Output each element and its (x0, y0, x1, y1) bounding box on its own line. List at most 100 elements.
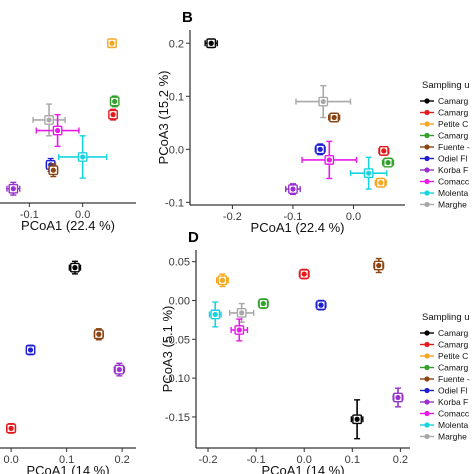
point-comacchio (230, 318, 249, 342)
x-tick-label: 0.0 (3, 454, 18, 466)
point-camargue_b (5, 422, 17, 434)
legend-item-camargue_b: Camarg (420, 340, 469, 350)
point-camargue_c (381, 157, 395, 168)
legend-item-label: Camarg (438, 340, 469, 350)
legend-item-petite: Petite C (420, 119, 468, 129)
point-korba (113, 362, 126, 377)
x-tick-label: 0.1 (345, 454, 360, 466)
legend-item-camargue_a: Camarg (420, 328, 469, 338)
legend-item-label: Camarg (438, 328, 469, 338)
point-molentargius (57, 135, 108, 179)
point-fuente (373, 257, 385, 274)
legend-item-label: Petite C (438, 119, 468, 129)
x-axis-label: PCoA1 (14 %) (26, 463, 109, 474)
point-petite (215, 273, 229, 288)
panel-c: 0.0 0.1 0.2 PCoA1 (14 %) (0, 260, 136, 474)
legend-item-camargue_a: Camarg (420, 96, 469, 106)
x-tick-label: 0.2 (393, 454, 408, 466)
legend-item-korba: Korba F (420, 397, 468, 407)
legend-item-label: Fuente - (438, 142, 470, 152)
point-camargue_a (68, 260, 82, 275)
point-petite (107, 38, 117, 49)
point-camargue_c (109, 95, 120, 108)
x-tick-label: 0.0 (346, 211, 361, 223)
legend-item-label: Camarg (438, 131, 469, 141)
point-molentargius (349, 156, 388, 190)
legend-item-odiel: Odiel Fl (420, 154, 467, 164)
legend-item-margherita: Marghe (420, 200, 467, 210)
point-camargue_b (108, 108, 118, 121)
panel-b: -0.2 -0.1 0.0 -0.1 0.0 0.1 0.2 PCoA1 (22.4 %) PC… (156, 9, 405, 235)
x-axis-label: PCoA1 (22.4 %) (21, 218, 115, 233)
y-tick-label: 0.0 (169, 144, 184, 156)
legend-item-petite: Petite C (420, 351, 468, 361)
panel-d: -0.2 -0.1 0.0 0.1 0.2 -0.15 -0.10 -0.05 0.00 0.05… (160, 229, 410, 474)
y-axis-label: PCoA3 (5.1 %) (160, 306, 175, 393)
point-camargue_a (350, 399, 364, 440)
x-tick-label: -0.1 (283, 211, 302, 223)
x-tick-label: -0.1 (247, 454, 266, 466)
legend-item-margherita: Marghe (420, 432, 467, 442)
y-tick-label: 0.1 (169, 91, 184, 103)
point-odiel (314, 143, 326, 156)
point-petite (374, 177, 387, 188)
point-fuente (93, 328, 104, 341)
y-tick-label: -0.05 (165, 334, 190, 346)
legend-item-label: Comacc (438, 409, 470, 419)
x-tick-label: 0.0 (297, 454, 312, 466)
point-fuente (48, 163, 59, 178)
y-tick-label: 0.00 (169, 295, 190, 307)
point-camargue_b (378, 145, 390, 156)
legend-item-comacchio: Comacc (420, 177, 470, 187)
x-tick-label: 0.1 (59, 454, 74, 466)
legend-item-label: Camarg (438, 96, 469, 106)
point-comacchio (35, 113, 80, 148)
x-tick-label: 0.0 (75, 209, 90, 221)
point-comacchio (301, 140, 358, 180)
legend-item-label: Korba F (438, 397, 468, 407)
legend-item-odiel: Odiel Fl (420, 386, 467, 396)
x-axis-label: PCoA1 (14 %) (261, 463, 344, 474)
legend-item-label: Camarg (438, 363, 469, 373)
legend-item-label: Marghe (438, 432, 467, 442)
point-molentargius (208, 301, 222, 328)
legend-item-molentargius: Molenta (420, 420, 469, 430)
legend-item-label: Camarg (438, 108, 469, 118)
x-tick-label: -0.2 (223, 211, 242, 223)
panel-label: D (188, 229, 199, 246)
y-tick-label: 0.2 (169, 38, 184, 50)
point-margherita (295, 84, 352, 119)
legend-item-fuente: Fuente - (420, 374, 470, 384)
point-camargue_b (298, 268, 310, 280)
point-korba (6, 181, 21, 196)
x-tick-label: -0.2 (199, 454, 218, 466)
y-axis-label: PCoA3 (15.2 %) (156, 71, 171, 165)
point-odiel (25, 344, 36, 356)
legend-title: Sampling u (422, 80, 470, 91)
point-camargue_c (257, 298, 269, 309)
panel-label: B (182, 9, 193, 26)
legend-item-molentargius: Molenta (420, 188, 469, 198)
legend-item-comacchio: Comacc (420, 409, 470, 419)
point-korba (392, 387, 404, 408)
legend-item-label: Comacc (438, 177, 470, 187)
y-tick-label: -0.15 (165, 412, 190, 424)
legend-item-camargue_c: Camarg (420, 363, 469, 373)
x-tick-label: 0.2 (114, 454, 129, 466)
point-camargue_a (204, 38, 218, 49)
legend-item-label: Odiel Fl (438, 154, 467, 164)
x-tick-label: -0.1 (20, 209, 39, 221)
legend-item-label: Korba F (438, 165, 468, 175)
y-tick-label: 0.05 (169, 257, 190, 269)
legend-item-korba: Korba F (420, 165, 468, 175)
x-axis-label: PCoA1 (22.4 %) (251, 220, 345, 235)
legend-item-label: Marghe (438, 200, 467, 210)
point-odiel (315, 299, 327, 311)
legend-item-camargue_b: Camarg (420, 108, 469, 118)
legend-item-label: Petite C (438, 351, 468, 361)
legend-item-label: Molenta (438, 188, 469, 198)
